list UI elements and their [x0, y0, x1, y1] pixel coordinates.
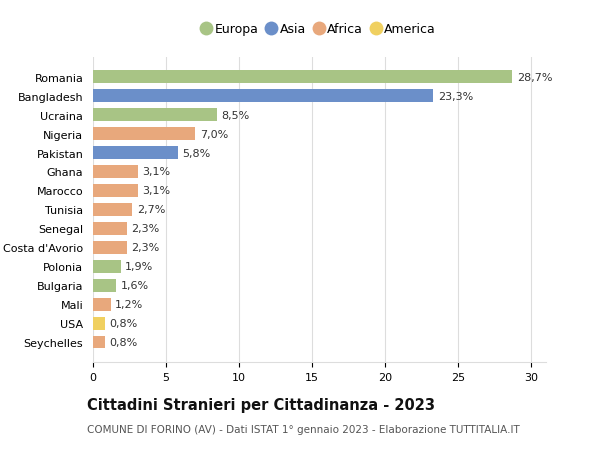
Bar [93, 242, 127, 254]
Bar [93, 298, 110, 311]
Text: 23,3%: 23,3% [438, 91, 473, 101]
Bar [93, 261, 121, 273]
Text: 1,6%: 1,6% [121, 281, 149, 291]
Bar [93, 223, 127, 235]
Bar [93, 147, 178, 159]
Bar [93, 90, 433, 102]
Bar [93, 109, 217, 122]
Bar [93, 318, 104, 330]
Text: 0,8%: 0,8% [109, 319, 137, 329]
Text: 2,3%: 2,3% [131, 224, 159, 234]
Text: 0,8%: 0,8% [109, 337, 137, 347]
Legend: Europa, Asia, Africa, America: Europa, Asia, Africa, America [200, 21, 439, 39]
Text: 5,8%: 5,8% [182, 148, 211, 158]
Bar [93, 128, 195, 140]
Text: 2,7%: 2,7% [137, 205, 165, 215]
Bar [93, 166, 139, 178]
Bar [93, 280, 116, 292]
Text: 3,1%: 3,1% [143, 186, 171, 196]
Bar [93, 71, 512, 84]
Text: 3,1%: 3,1% [143, 167, 171, 177]
Bar [93, 336, 104, 349]
Text: 28,7%: 28,7% [517, 73, 552, 83]
Text: 2,3%: 2,3% [131, 243, 159, 253]
Text: COMUNE DI FORINO (AV) - Dati ISTAT 1° gennaio 2023 - Elaborazione TUTTITALIA.IT: COMUNE DI FORINO (AV) - Dati ISTAT 1° ge… [87, 425, 520, 435]
Text: 1,2%: 1,2% [115, 300, 143, 310]
Text: 7,0%: 7,0% [200, 129, 228, 139]
Text: Cittadini Stranieri per Cittadinanza - 2023: Cittadini Stranieri per Cittadinanza - 2… [87, 397, 435, 412]
Bar [93, 185, 139, 197]
Text: 1,9%: 1,9% [125, 262, 154, 272]
Text: 8,5%: 8,5% [221, 110, 250, 120]
Bar [93, 204, 133, 216]
